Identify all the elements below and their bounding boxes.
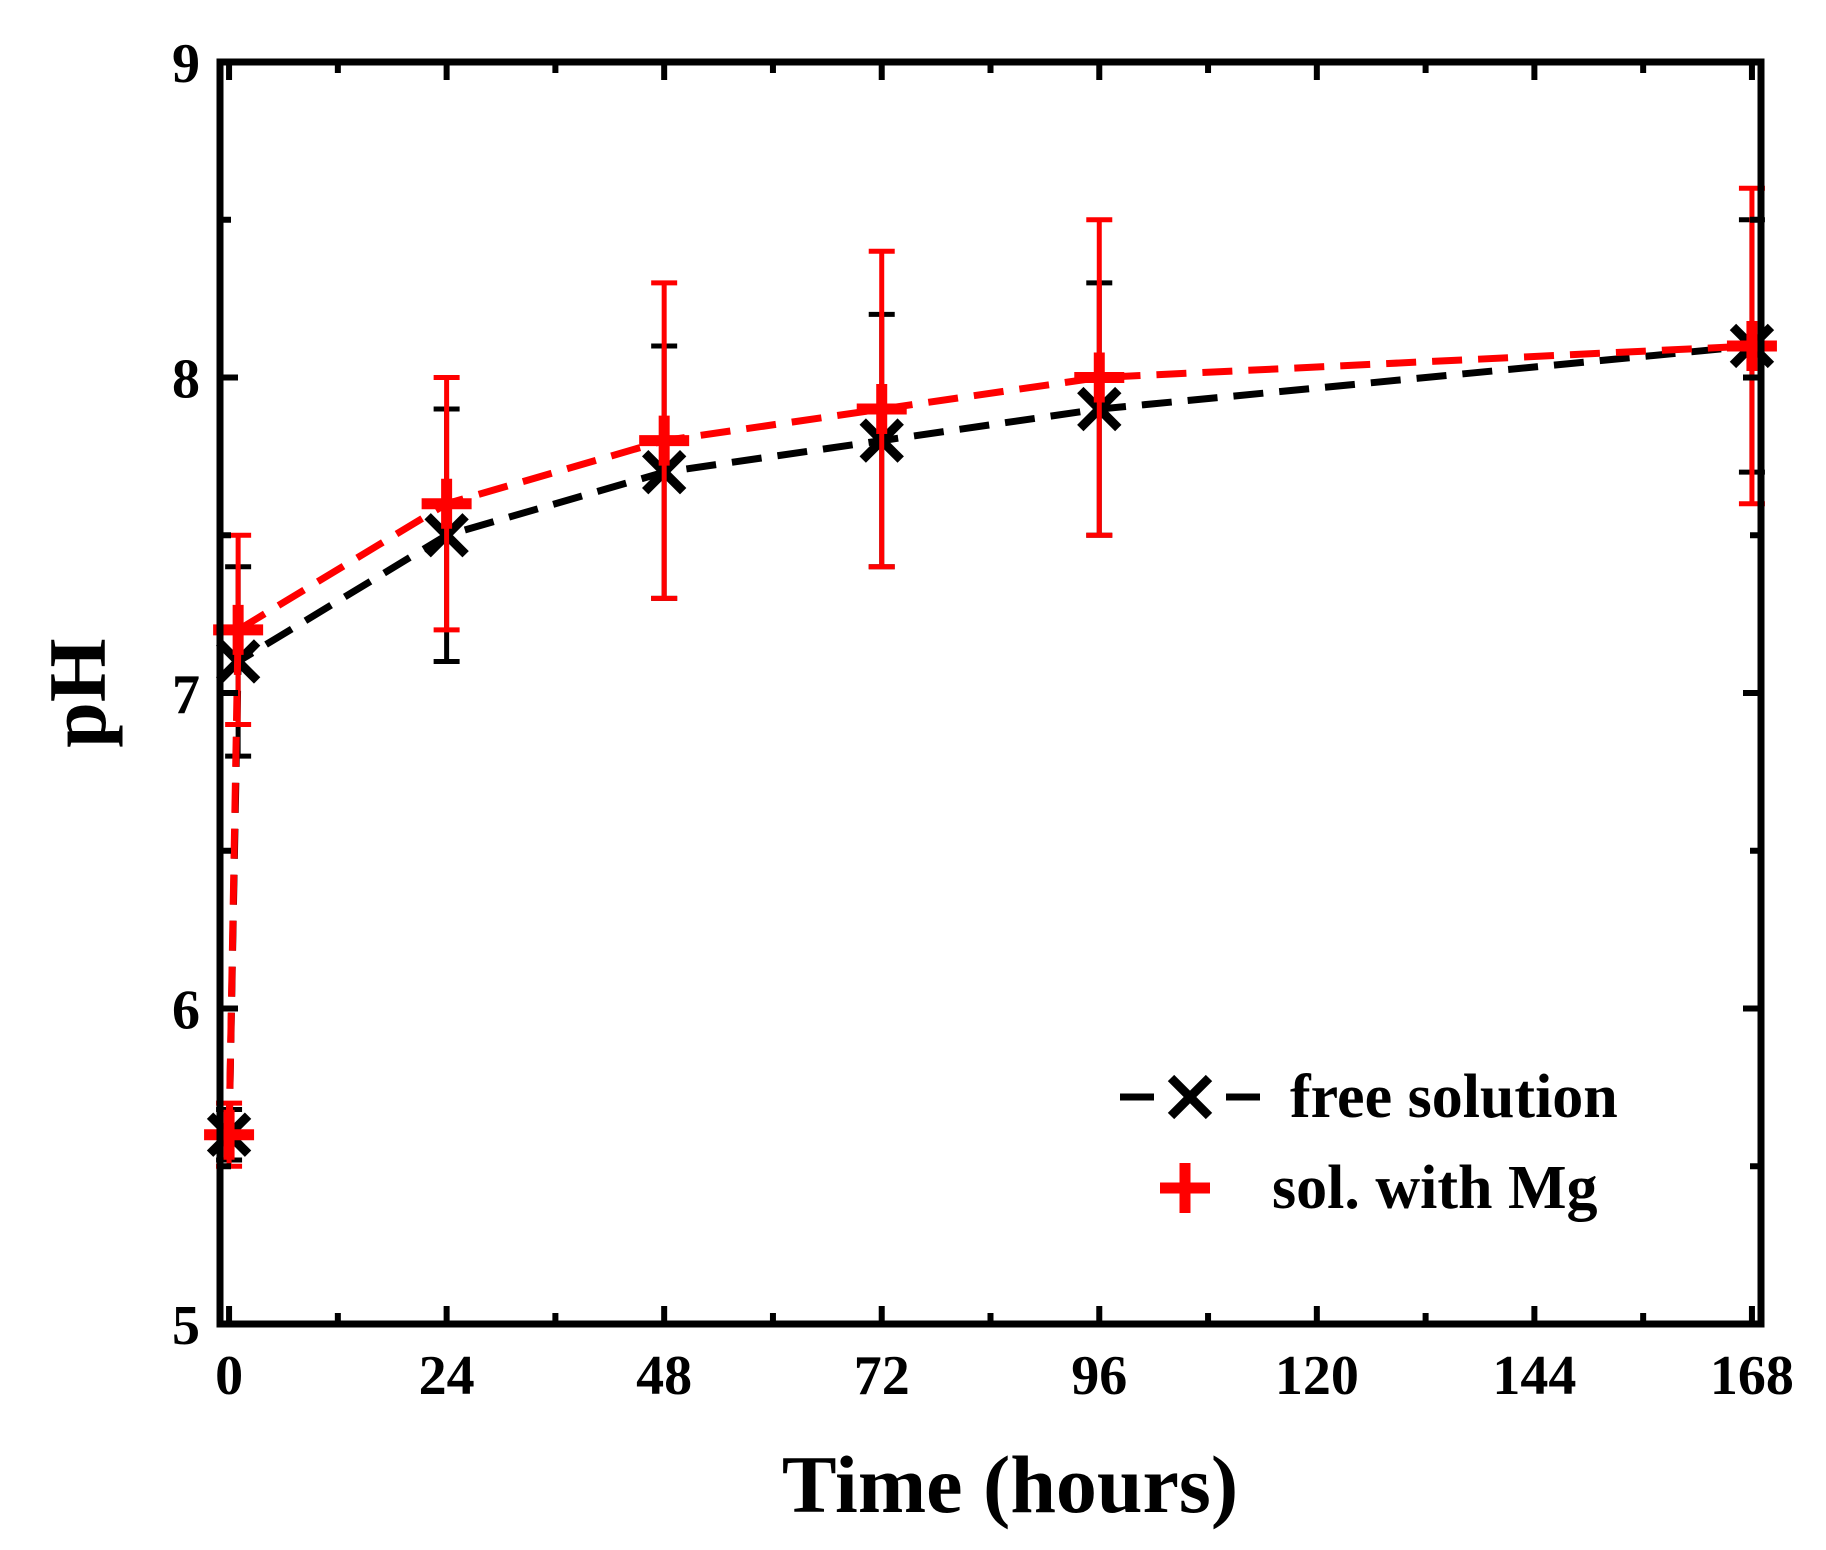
legend-marker-symbol	[1160, 1163, 1210, 1213]
tick-layer: 0 24 48 72 96 120 144 168 5 6 7 8 9	[172, 33, 1794, 1407]
legend-label-free-solution: free solution	[1290, 1063, 1618, 1131]
x-tick-label: 24	[419, 1345, 475, 1407]
data-point-sol-with-mg	[421, 478, 472, 529]
series-line-free-solution	[225, 342, 1753, 1135]
series-layer	[204, 185, 1777, 1169]
y-axis-title: pH	[32, 638, 123, 747]
x-axis-title: Time (hours)	[782, 1439, 1238, 1530]
y-tick-label: 6	[172, 980, 200, 1042]
series-line-sol-with-mg	[225, 342, 1753, 1135]
y-tick-label: 9	[172, 33, 200, 95]
data-point-sol-with-mg	[1074, 352, 1125, 403]
legend-label-sol-with-mg: sol. with Mg	[1272, 1154, 1598, 1222]
legend-marker-symbol	[1167, 1074, 1213, 1120]
marker-stroke	[1167, 1074, 1213, 1120]
x-tick-label: 72	[854, 1345, 910, 1407]
x-tick-label: 168	[1710, 1345, 1794, 1407]
y-tick-label: 8	[172, 349, 200, 411]
x-tick-label: 96	[1071, 1345, 1127, 1407]
data-point-sol-with-mg	[204, 1109, 255, 1160]
legend: free solution sol. with Mg	[1120, 1063, 1618, 1222]
x-tick-label: 120	[1275, 1345, 1359, 1407]
x-tick-label: 144	[1492, 1345, 1576, 1407]
legend-marker-free-solution	[1120, 1074, 1260, 1120]
x-tick-label: 48	[636, 1345, 692, 1407]
legend-marker-sol-with-mg	[1160, 1163, 1210, 1213]
plot-frame	[216, 58, 1765, 1328]
x-tick-label: 0	[215, 1345, 243, 1407]
data-point-sol-with-mg	[639, 415, 690, 466]
y-tick-label: 5	[172, 1295, 200, 1357]
y-tick-label: 7	[172, 664, 200, 726]
data-point-sol-with-mg	[856, 384, 907, 435]
data-point-sol-with-mg	[1726, 320, 1777, 371]
